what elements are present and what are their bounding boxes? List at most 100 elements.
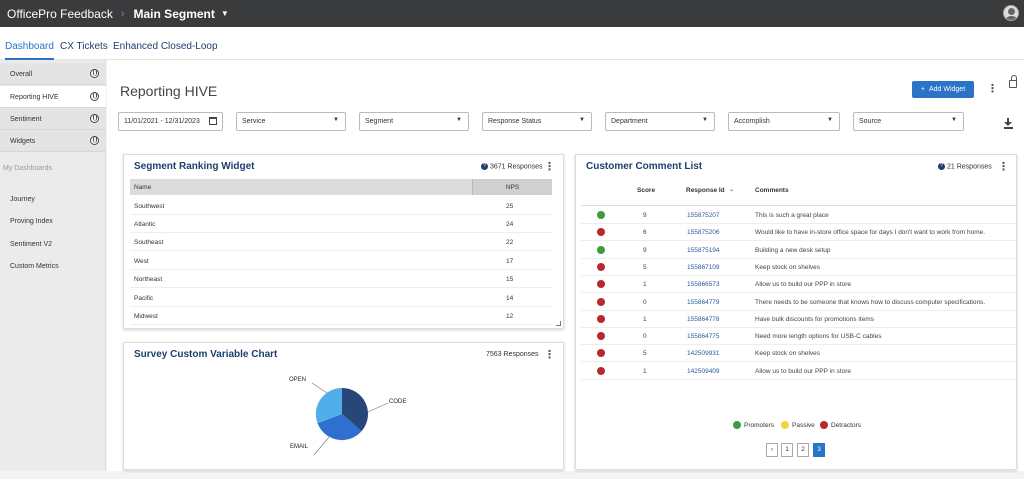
row-nps: 15 [506,276,514,283]
legend-label: Detractors [831,421,861,429]
comment-row[interactable]: 0 155864779 There needs to be someone that… [581,294,1016,311]
legend-promoters: Promoters [733,421,774,429]
comment-row[interactable]: 5 155867109 Keep stock on shelves [581,259,1016,276]
column-header-comments[interactable]: Comments [755,187,789,194]
date-range-picker[interactable]: 11/01/2021 - 12/31/2023 [118,112,223,131]
survey-custom-variable-chart: Survey Custom Variable Chart 7563 Respon… [123,342,564,470]
status-dot-icon [597,262,605,271]
more-options-icon[interactable]: ⋮ [544,349,555,361]
download-icon[interactable] [1004,118,1013,129]
column-header-nps[interactable]: NPS [472,179,552,195]
status-dot-icon [597,314,605,323]
column-header-score[interactable]: Score [637,187,656,194]
comment-response-id-link[interactable]: 142509931 [687,350,720,358]
comment-row[interactable]: 9 155875194 Building a new desk setup [581,242,1016,259]
caret-down-icon: ▼ [333,117,339,123]
resize-handle[interactable] [556,321,561,326]
more-options-icon[interactable]: ⋮ [987,83,998,95]
column-header-response-id[interactable]: Response Id [686,187,725,194]
row-name: Atlantic [134,221,156,228]
comment-response-id-link[interactable]: 155875206 [687,229,720,237]
comment-score: 0 [643,298,647,306]
comment-row[interactable]: 9 155875207 This is such a great place [581,207,1016,224]
comment-row[interactable]: 1 155864778 Have bulk discounts for promot… [581,311,1016,328]
legend-label: Promoters [744,421,774,429]
pie-slice-email[interactable] [317,414,362,441]
main-content: Reporting HIVE + Add Widget ⋮ 11/01/2021 … [107,60,1024,471]
row-name: Pacific [134,295,154,302]
question-icon[interactable]: ? [481,163,488,170]
sidebar-item-label: Widgets [10,138,36,145]
sidebar-item-widgets[interactable]: Widgets [0,130,106,152]
comment-response-id-link[interactable]: 155875194 [687,246,720,254]
user-avatar-icon[interactable] [1003,5,1019,21]
customer-comment-list: Customer Comment List ? 21 Responses ⋮ Sc… [575,154,1017,470]
comment-response-id-link[interactable]: 155864775 [687,333,720,341]
comment-response-id-link[interactable]: 155867109 [687,263,720,271]
globe-icon [90,136,99,145]
comment-score: 5 [643,263,647,271]
table-header: Name NPS [130,179,552,195]
table-row: West 17 [130,252,552,270]
tab-enhanced-closed-loop[interactable]: Enhanced Closed-Loop [113,41,218,52]
comment-response-id-link[interactable]: 155875207 [687,212,720,219]
sidebar-item-overall[interactable]: Overall [0,63,106,85]
comment-score: 9 [643,212,647,219]
comment-response-id-link[interactable]: 155864778 [687,315,720,323]
tab-cx-tickets[interactable]: CX Tickets [60,41,108,52]
pagination-page-3[interactable]: 3 [813,443,825,457]
segment-filter[interactable]: Segment ▼ [359,112,469,131]
tab-dashboard[interactable]: Dashboard [5,41,54,60]
status-dot-icon [597,332,605,341]
chevron-down-icon[interactable]: ▼ [220,9,229,18]
pie-slice-open[interactable] [315,387,342,424]
segment-ranking-widget: Segment Ranking Widget ? 3671 Responses ⋮… [123,154,564,329]
comment-row[interactable]: 6 155875206 Would like to have in-store of… [581,224,1016,242]
sidebar-item-custom-metrics[interactable]: Custom Metrics [10,263,59,270]
add-widget-button[interactable]: + Add Widget [912,81,974,98]
source-filter[interactable]: Source ▼ [853,112,964,131]
pagination-page-1[interactable]: 1 [781,443,793,457]
accomplish-filter[interactable]: Accomplish ▼ [728,112,840,131]
sidebar-item-label: Reporting HIVE [10,94,59,101]
comment-row[interactable]: 1 142509409 Allow us to build our PPP in s… [581,363,1016,380]
comment-score: 1 [643,315,647,323]
legend-label: Passive [792,421,815,429]
sidebar-item-sentiment-v2[interactable]: Sentiment V2 [10,241,53,248]
pagination-page-2[interactable]: 2 [797,443,809,457]
comment-response-id-link[interactable]: 155864779 [687,298,720,306]
pie-slice-code[interactable] [342,388,369,432]
comment-row[interactable]: 5 142509931 Keep stock on shelves [581,345,1016,363]
row-name: West [134,258,149,265]
more-options-icon[interactable]: ⋮ [544,161,555,173]
accomplish-filter-label: Accomplish [734,118,770,125]
comment-row[interactable]: 0 155864775 Need more length options for U… [581,328,1016,346]
caret-down-icon: ▼ [579,117,585,123]
table-row: Southwest 25 [130,197,552,215]
service-filter[interactable]: Service ▼ [236,112,346,131]
department-filter[interactable]: Department ▼ [605,112,715,131]
comment-row[interactable]: 1 155866573 Allow us to build our PPP in s… [581,276,1016,294]
comment-response-id-link[interactable]: 155866573 [687,281,720,289]
comment-response-id-link[interactable]: 142509409 [687,367,720,375]
table-row: Northeast 15 [130,270,552,288]
comment-text: Keep stock on shelves [755,263,821,271]
sidebar: Overall Reporting HIVE Sentiment Widgets… [0,60,106,471]
app-title[interactable]: OfficePro Feedback [7,6,113,21]
column-header-name[interactable]: Name [134,184,152,191]
widget-title: Customer Comment List [586,161,703,172]
segment-selector[interactable]: Main Segment [133,6,215,21]
comment-score: 1 [643,367,647,375]
more-options-icon[interactable]: ⋮ [998,161,1009,173]
response-status-filter[interactable]: Response Status ▼ [482,112,592,131]
comment-score: 1 [643,281,647,289]
question-icon[interactable]: ? [938,163,945,170]
sidebar-item-sentiment[interactable]: Sentiment [0,108,106,130]
sort-chevron-icon[interactable]: ⌄ [729,187,735,193]
sidebar-item-reporting-hive[interactable]: Reporting HIVE [0,86,106,108]
pagination-prev[interactable]: ‹ [766,443,778,457]
sidebar-item-proving-index[interactable]: Proving Index [10,218,53,225]
lock-icon[interactable] [1009,75,1017,88]
comment-text: Allow us to build our PPP in store [755,281,851,289]
sidebar-item-journey[interactable]: Journey [10,196,35,203]
